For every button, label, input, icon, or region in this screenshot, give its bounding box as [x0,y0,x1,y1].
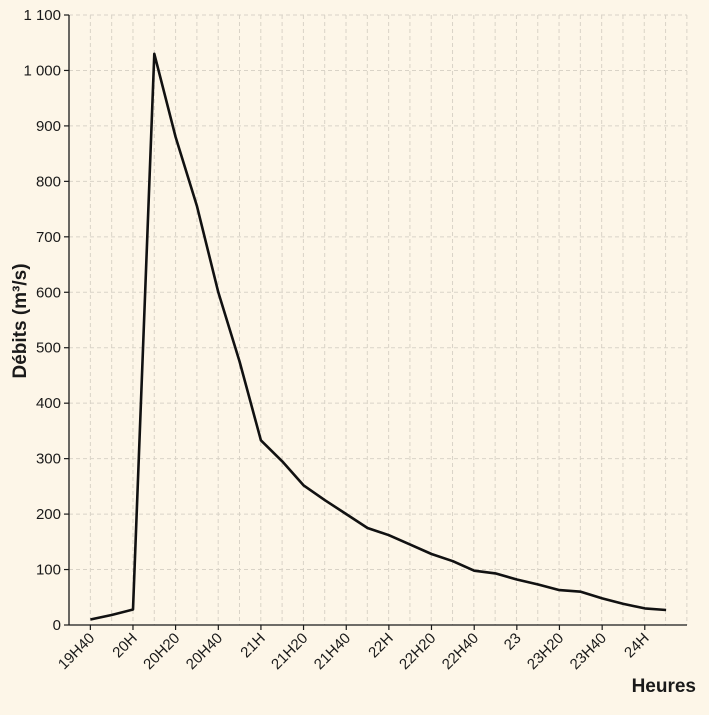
x-tick-label: 21H20 [268,630,311,673]
y-tick-label: 400 [36,395,61,412]
x-tick-label: 24H [621,630,652,661]
x-tick-label: 21H [237,630,268,661]
x-tick-label: 23H20 [524,630,567,673]
x-tick-label: 22H [365,630,396,661]
y-tick-label: 300 [36,451,61,468]
y-tick-label: 100 [36,562,61,579]
x-tick-label: 19H40 [55,630,98,673]
y-tick-label: 600 [36,284,61,301]
series [90,52,667,621]
y-tick-label: 500 [36,340,61,357]
x-tick-label: 20H [109,630,140,661]
x-tick-label: 21H40 [311,630,354,673]
y-tick-label: 900 [36,118,61,135]
y-tick-label: 1 100 [23,7,61,24]
y-tick-label: 1 000 [23,62,61,79]
grid [68,14,688,625]
x-axis-ticks: 19H40 20H 20H20 20H40 21H 21H20 21H40 22H 22H20 2… [55,625,653,673]
y-tick-label: 700 [36,229,61,246]
x-tick-label: 23H40 [567,630,610,673]
x-axis-label: Heures [632,676,696,697]
x-tick-label: 20H20 [140,630,183,673]
x-tick-label: 22H40 [439,630,482,673]
series-line-debits [90,52,667,621]
y-tick-label: 800 [36,173,61,190]
y-tick-label: 200 [36,506,61,523]
y-axis-label: Débits (m³/s) [10,263,31,378]
y-tick-label: 0 [53,617,61,634]
y-axis-ticks: 0 100 200 300 400 500 600 700 800 900 1 000 1 100 [23,7,69,634]
axes [68,15,687,626]
x-tick-label: 23 [501,630,525,654]
x-tick-label: 22H20 [396,630,439,673]
x-tick-label: 20H40 [183,630,226,673]
